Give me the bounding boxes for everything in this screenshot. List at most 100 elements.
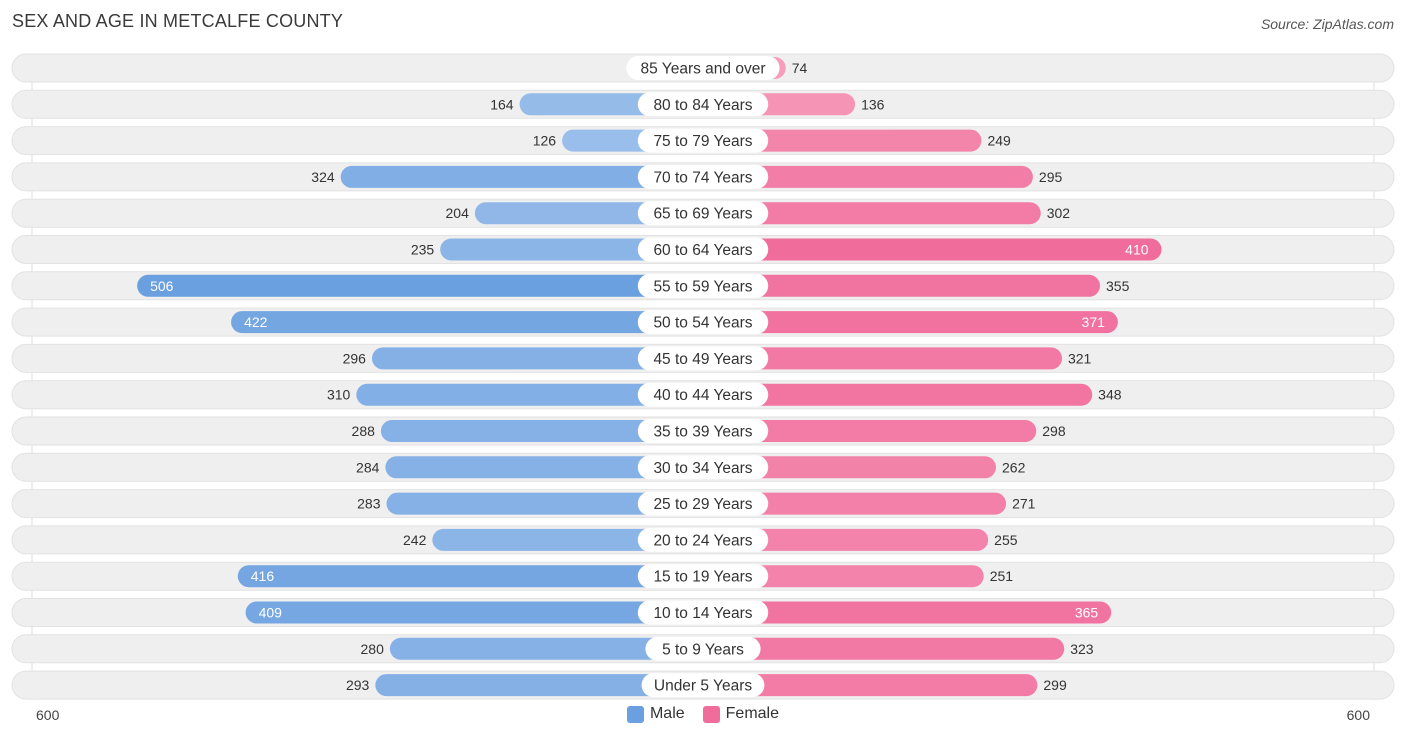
male-bar — [389, 637, 703, 660]
female-value-label: 295 — [1039, 169, 1063, 185]
female-bar — [703, 129, 982, 152]
category-label-bg — [637, 491, 769, 516]
female-bar — [703, 674, 1038, 697]
category-label: 20 to 24 Years — [653, 532, 752, 549]
legend: Male Female — [0, 705, 1406, 723]
category-label: 55 to 59 Years — [653, 278, 752, 295]
male-bar — [375, 674, 703, 697]
category-label-bg — [637, 419, 769, 443]
category-label: 50 to 54 Years — [653, 315, 752, 332]
row-30-to-34-years: 284 262 30 to 34 Years — [11, 452, 1395, 482]
row-65-to-69-years: 204 302 65 to 69 Years — [11, 198, 1395, 228]
category-label-bg — [637, 92, 769, 117]
female-value-label: 271 — [1012, 496, 1036, 512]
category-label: 65 to 69 Years — [653, 206, 752, 223]
female-bar — [703, 528, 989, 551]
legend-item-female: Female — [702, 705, 780, 723]
female-bar — [703, 601, 1112, 624]
category-label-bg — [637, 164, 769, 189]
female-value-label: 348 — [1098, 387, 1122, 403]
legend-label-male: Male — [649, 705, 685, 722]
male-bar — [340, 165, 703, 188]
male-bar — [385, 456, 703, 479]
female-value-label: 255 — [994, 532, 1018, 548]
female-value-label: 355 — [1106, 278, 1130, 294]
category-label: 85 Years and over — [641, 61, 766, 78]
male-value-label: 283 — [357, 496, 381, 512]
male-value-label: 242 — [403, 532, 427, 548]
row-40-to-44-years: 310 348 40 to 44 Years — [11, 380, 1395, 410]
male-bar — [231, 311, 703, 334]
category-label: 40 to 44 Years — [653, 387, 752, 404]
female-bar — [703, 492, 1007, 515]
row-75-to-79-years: 126 249 75 to 79 Years — [11, 126, 1395, 156]
row-25-to-29-years: 283 271 25 to 29 Years — [11, 489, 1395, 519]
female-value-label: 371 — [1082, 314, 1106, 330]
male-value-label: 409 — [259, 605, 283, 621]
row-70-to-74-years: 324 295 70 to 74 Years — [11, 162, 1395, 192]
category-label: 25 to 29 Years — [653, 496, 752, 513]
axis-right-max-label: 600 — [1346, 707, 1370, 723]
female-value-label: 410 — [1125, 242, 1149, 258]
legend-item-male: Male — [626, 705, 685, 723]
male-value-label: 310 — [327, 387, 351, 403]
female-value-label: 302 — [1047, 205, 1071, 221]
category-label-bg — [626, 56, 780, 80]
row-35-to-39-years: 288 298 35 to 39 Years — [11, 416, 1395, 446]
chart-title: SEX AND AGE IN METCALFE COUNTY — [12, 11, 344, 31]
row-10-to-14-years: 409 365 10 to 14 Years — [11, 598, 1395, 627]
female-value-label: 251 — [990, 568, 1014, 584]
female-value-label: 298 — [1042, 423, 1066, 439]
legend-label-female: Female — [725, 705, 780, 722]
row-50-to-54-years: 422 371 50 to 54 Years — [11, 307, 1395, 337]
axis-left-max-label: 600 — [36, 707, 60, 723]
category-label: 60 to 64 Years — [653, 242, 752, 259]
category-label-bg — [637, 564, 769, 589]
category-label: 30 to 34 Years — [653, 460, 752, 477]
category-label-bg — [637, 346, 769, 371]
male-bar — [237, 565, 704, 588]
category-label-bg — [637, 273, 769, 298]
male-value-label: 293 — [346, 677, 370, 693]
row-20-to-24-years: 242 255 20 to 24 Years — [11, 525, 1395, 555]
category-label: 35 to 39 Years — [653, 424, 752, 441]
female-value-label: 321 — [1068, 350, 1092, 366]
male-value-label: 324 — [311, 169, 335, 185]
category-label: 70 to 74 Years — [653, 169, 752, 186]
male-value-label: 284 — [356, 459, 380, 475]
female-value-label: 299 — [1043, 677, 1067, 693]
female-bar — [703, 311, 1118, 334]
female-bar — [703, 274, 1101, 297]
male-bar — [356, 383, 703, 406]
male-value-label: 422 — [244, 314, 268, 330]
male-value-label: 126 — [533, 133, 557, 149]
female-bar — [703, 347, 1062, 370]
female-value-label: 136 — [861, 96, 885, 112]
row-80-to-84-years: 164 136 80 to 84 Years — [11, 89, 1395, 119]
category-label-bg — [637, 310, 769, 335]
category-label-bg — [645, 636, 761, 661]
male-value-label: 296 — [343, 350, 367, 366]
male-bar — [440, 238, 703, 261]
female-bar — [703, 383, 1093, 406]
female-value-label: 262 — [1002, 459, 1026, 475]
male-bar — [432, 528, 703, 551]
female-bar — [703, 565, 984, 588]
category-label: 45 to 49 Years — [653, 351, 752, 368]
category-label: 75 to 79 Years — [653, 133, 752, 150]
female-bar — [703, 420, 1037, 442]
legend-swatch-male — [626, 705, 644, 723]
category-label: Under 5 Years — [654, 678, 752, 695]
female-bar — [703, 238, 1162, 261]
female-bar — [703, 165, 1033, 188]
category-label-bg — [637, 201, 769, 226]
source-credit: Source: ZipAtlas.com — [1260, 16, 1394, 32]
category-label: 10 to 14 Years — [653, 605, 752, 622]
male-value-label: 204 — [446, 205, 470, 221]
category-label-bg — [637, 128, 769, 153]
male-value-label: 235 — [411, 242, 435, 258]
row-15-to-19-years: 416 251 15 to 19 Years — [11, 561, 1395, 591]
male-bar — [371, 347, 703, 370]
category-label-bg — [637, 382, 769, 407]
